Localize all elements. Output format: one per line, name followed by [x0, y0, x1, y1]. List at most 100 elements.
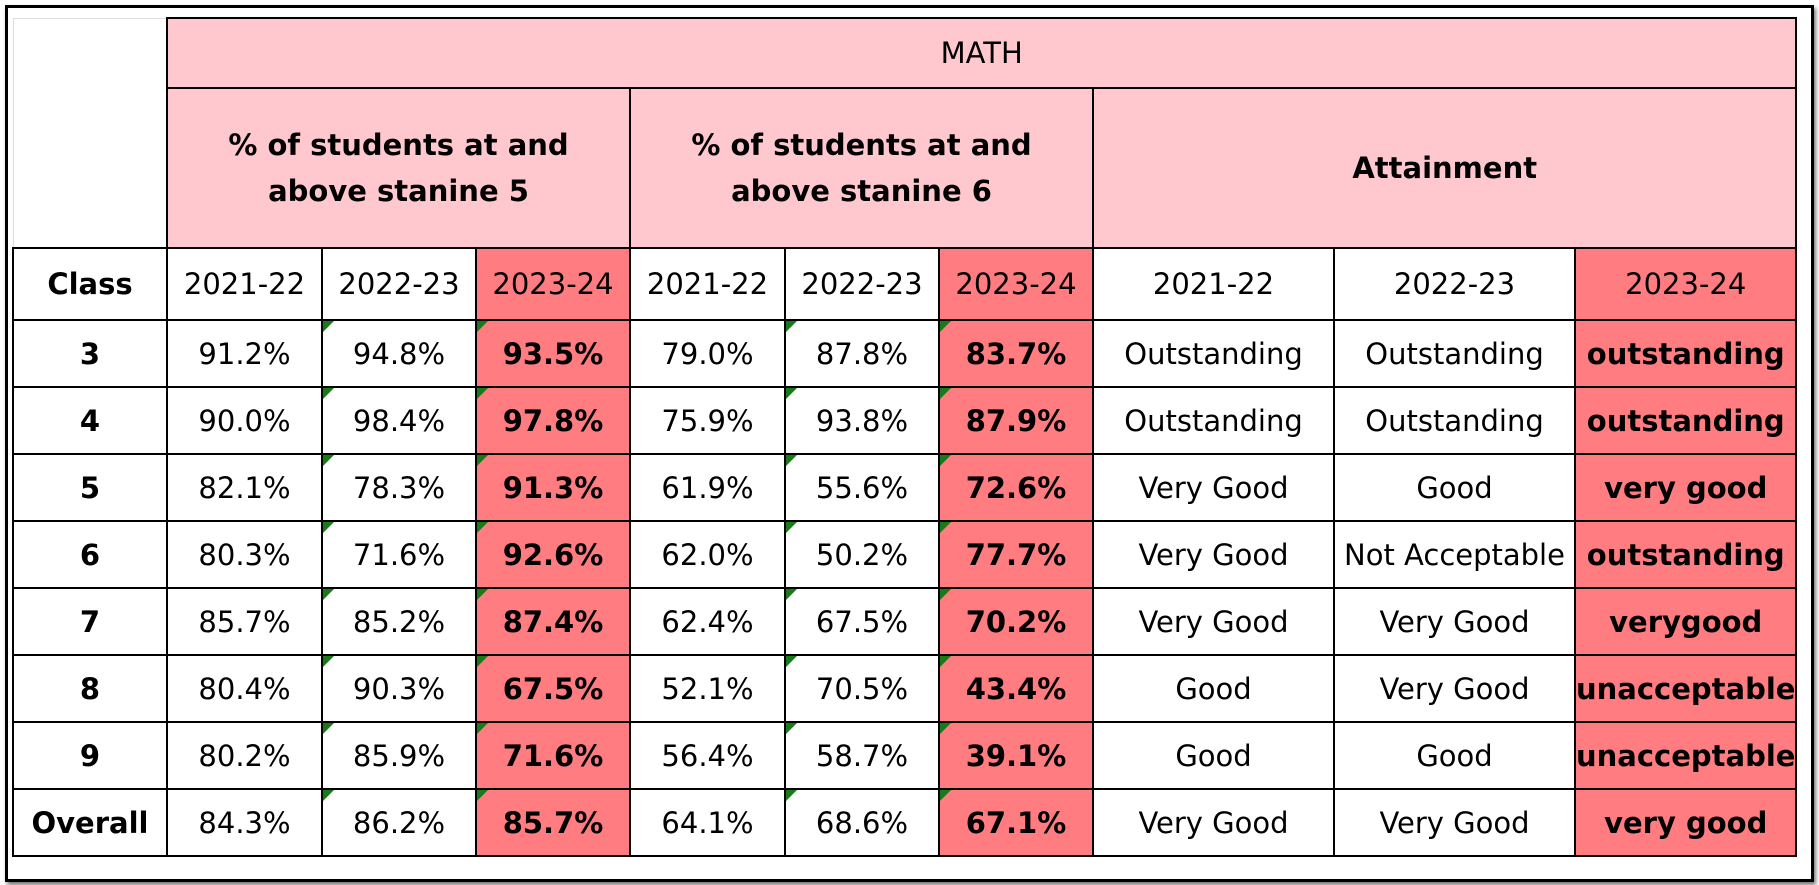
class-label: 9: [12, 721, 168, 790]
cell: 58.7%: [784, 721, 940, 790]
column-header: 2021-22: [1092, 247, 1335, 321]
cell: 75.9%: [629, 386, 786, 455]
corner-cell: [12, 17, 168, 249]
data-row: 6 80.3% 71.6% 92.6% 62.0% 50.2% 77.7% Very Good…: [12, 520, 1798, 589]
math-table: MATH % of students at and above stanine …: [12, 17, 1798, 857]
cell: verygood: [1573, 587, 1798, 656]
data-row: 3 91.2% 94.8% 93.5% 79.0% 87.8% 83.7% Outstandi…: [12, 319, 1798, 388]
cell: 70.2%: [938, 587, 1094, 656]
cell: 50.2%: [784, 520, 940, 589]
cell: 85.7%: [475, 788, 631, 857]
frame: [5, 5, 1814, 882]
group-header: % of students at and above stanine 5: [166, 87, 631, 249]
cell: 64.1%: [629, 788, 786, 857]
group-row: % of students at and above stanine 5 % o…: [13, 87, 1798, 249]
class-label: Overall: [12, 788, 168, 857]
column-header: 2022-23: [784, 247, 940, 321]
cell: very good: [1573, 453, 1798, 522]
cell: 68.6%: [784, 788, 940, 857]
cell: outstanding: [1573, 520, 1798, 589]
cell: 93.8%: [784, 386, 940, 455]
cell: 82.1%: [166, 453, 323, 522]
cell: 90.0%: [166, 386, 323, 455]
class-label: 3: [12, 319, 168, 388]
cell: 94.8%: [321, 319, 477, 388]
data-row: 9 80.2% 85.9% 71.6% 56.4% 58.7% 39.1% Good Good u…: [12, 721, 1798, 790]
cell: Very Good: [1333, 654, 1576, 723]
cell: 56.4%: [629, 721, 786, 790]
column-header: 2021-22: [629, 247, 786, 321]
cell: 85.2%: [321, 587, 477, 656]
cell: 87.9%: [938, 386, 1094, 455]
cell: 93.5%: [475, 319, 631, 388]
cell: 77.7%: [938, 520, 1094, 589]
cell: 90.3%: [321, 654, 477, 723]
cell: 67.5%: [475, 654, 631, 723]
column-header: Class: [12, 247, 168, 321]
cell: 43.4%: [938, 654, 1094, 723]
cell: 79.0%: [629, 319, 786, 388]
cell: 80.3%: [166, 520, 323, 589]
cell: 84.3%: [166, 788, 323, 857]
cell: Very Good: [1092, 788, 1335, 857]
cell: 78.3%: [321, 453, 477, 522]
cell: Very Good: [1092, 587, 1335, 656]
group-header: Attainment: [1091, 87, 1798, 249]
cell: 71.6%: [475, 721, 631, 790]
cell: unacceptable: [1573, 721, 1798, 790]
cell: 85.9%: [321, 721, 477, 790]
table-body: MATH % of students at and above stanine …: [12, 17, 1798, 857]
group-header: % of students at and above stanine 6: [629, 87, 1094, 249]
column-header: 2022-23: [1333, 247, 1576, 321]
cell: 61.9%: [629, 453, 786, 522]
class-label: 6: [12, 520, 168, 589]
cell: Good: [1092, 721, 1335, 790]
cell: Very Good: [1333, 788, 1576, 857]
cell: 67.1%: [938, 788, 1094, 857]
column-header: 2023-24: [938, 247, 1094, 321]
cell: unacceptable: [1573, 654, 1798, 723]
cell: 92.6%: [475, 520, 631, 589]
column-header: 2022-23: [321, 247, 477, 321]
cell: 62.0%: [629, 520, 786, 589]
data-row: Overall 84.3% 86.2% 85.7% 64.1% 68.6% 67.1% Ver…: [12, 788, 1798, 857]
cell: Good: [1333, 453, 1576, 522]
cell: 80.2%: [166, 721, 323, 790]
data-row: 7 85.7% 85.2% 87.4% 62.4% 67.5% 70.2% Very Good…: [12, 587, 1798, 656]
cell: Outstanding: [1092, 386, 1335, 455]
cell: outstanding: [1573, 319, 1798, 388]
cell: Outstanding: [1333, 386, 1576, 455]
cell: 85.7%: [166, 587, 323, 656]
cell: Outstanding: [1092, 319, 1335, 388]
class-label: 7: [12, 587, 168, 656]
cell: 67.5%: [784, 587, 940, 656]
cell: 52.1%: [629, 654, 786, 723]
data-row: 8 80.4% 90.3% 67.5% 52.1% 70.5% 43.4% Good Very …: [12, 654, 1798, 723]
cell: Good: [1092, 654, 1335, 723]
cell: 91.2%: [166, 319, 323, 388]
cell: Not Acceptable: [1333, 520, 1576, 589]
cell: Good: [1333, 721, 1576, 790]
column-header-row: Class 2021-22 2022-23 2023-24 2021-22 2022-23…: [12, 247, 1798, 321]
cell: Very Good: [1333, 587, 1576, 656]
title-row: MATH: [12, 17, 1798, 249]
cell: 97.8%: [475, 386, 631, 455]
class-label: 5: [12, 453, 168, 522]
cell: Very Good: [1092, 453, 1335, 522]
cell: 62.4%: [629, 587, 786, 656]
class-label: 4: [12, 386, 168, 455]
cell: 87.4%: [475, 587, 631, 656]
cell: 72.6%: [938, 453, 1094, 522]
cell: very good: [1573, 788, 1798, 857]
data-row: 4 90.0% 98.4% 97.8% 75.9% 93.8% 87.9% Outstandi…: [12, 386, 1798, 455]
cell: 86.2%: [321, 788, 477, 857]
cell: 87.8%: [784, 319, 940, 388]
cell: 91.3%: [475, 453, 631, 522]
data-row: 5 82.1% 78.3% 91.3% 61.9% 55.6% 72.6% Very Good…: [12, 453, 1798, 522]
cell: 80.4%: [166, 654, 323, 723]
cell: outstanding: [1573, 386, 1798, 455]
column-header: 2021-22: [166, 247, 323, 321]
table-title: MATH: [165, 17, 1798, 89]
cell: 98.4%: [321, 386, 477, 455]
cell: 83.7%: [938, 319, 1094, 388]
